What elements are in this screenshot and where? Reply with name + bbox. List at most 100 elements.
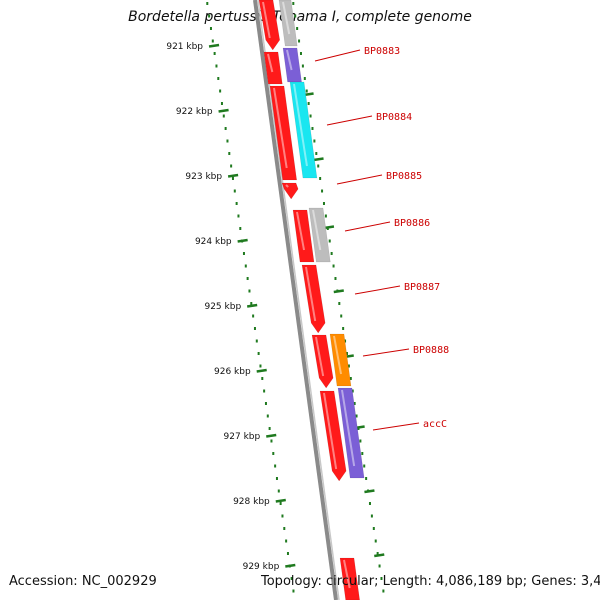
ring-dot <box>298 39 301 43</box>
ring-dot <box>368 502 371 505</box>
ring-dot <box>257 352 260 355</box>
ring-dot <box>255 339 258 343</box>
ring-dot <box>219 89 222 93</box>
ring-dot <box>317 164 320 168</box>
ring-dot <box>233 189 236 193</box>
ring-dot <box>349 377 352 380</box>
cds-feature-highlight <box>296 211 306 251</box>
ring-dot <box>355 414 358 418</box>
ring-dot <box>338 302 341 305</box>
map-title: Bordetella pertussis Tohama I, complete … <box>128 9 472 25</box>
ring-dot <box>324 214 327 218</box>
scale-ticks: 921 kbp 922 kbp 923 kbp 924 kbp 925 kbp 926 k… <box>166 42 385 572</box>
cds-feature-highlight <box>262 1 271 39</box>
purple-feature <box>282 47 302 83</box>
ring-dot <box>376 552 379 555</box>
gene-label: BP0884 <box>376 112 412 123</box>
ring-dot <box>347 364 350 368</box>
cds-feature <box>311 334 334 389</box>
ring-dot <box>361 452 364 455</box>
gray-feature-highlight <box>312 209 322 251</box>
scale-tick <box>285 563 296 568</box>
gray-feature-highlight <box>282 1 291 35</box>
gene-label-leader <box>336 174 383 185</box>
ring-dot <box>230 164 233 168</box>
ring-dot <box>285 539 288 543</box>
gene-features <box>258 0 365 600</box>
cds-feature <box>263 51 283 85</box>
ring-dot <box>286 552 289 555</box>
purple-feature-highlight <box>286 49 293 71</box>
outer-tick <box>364 489 375 494</box>
genome-backbone-shadow <box>257 0 340 600</box>
scale-tick <box>266 433 277 438</box>
scale-tick <box>237 238 248 243</box>
ring-dot <box>342 327 345 330</box>
ring-dot <box>279 502 282 505</box>
ring-dot <box>283 527 286 530</box>
ring-dot <box>313 139 316 143</box>
ring-dot <box>299 52 302 55</box>
ring-dot <box>359 439 362 443</box>
ring-dot <box>277 489 280 493</box>
ring-dot <box>378 564 381 568</box>
scale-tick <box>218 108 229 113</box>
ring-dot <box>303 77 306 80</box>
cds-feature <box>269 85 297 181</box>
cds-feature-highlight <box>343 559 351 589</box>
ring-dot <box>274 464 277 468</box>
cds-feature-highlight <box>267 53 274 73</box>
ring-dot <box>372 527 375 530</box>
accession-text: Accession: NC_002929 <box>9 574 157 589</box>
cds-feature-highlight <box>315 336 325 377</box>
gene-label: BP0883 <box>364 46 400 57</box>
ring-dot <box>321 189 324 193</box>
cds-feature-highlight <box>285 184 289 188</box>
genome-stats-text: Topology: circular; Length: 4,086,189 bp… <box>261 574 600 589</box>
scale-tick <box>256 368 267 373</box>
ring-dot <box>244 264 247 268</box>
gene-label: BP0887 <box>404 282 440 293</box>
ring-dot <box>296 27 299 30</box>
ring-dot <box>301 64 304 68</box>
ring-dot <box>353 402 356 405</box>
ring-dot <box>226 139 229 143</box>
gene-label-leader <box>326 115 373 126</box>
ring-dot <box>272 452 275 455</box>
gray-feature <box>278 0 298 47</box>
ring-dot <box>374 539 377 543</box>
orange-feature <box>329 333 352 387</box>
gray-feature <box>308 207 331 263</box>
scale-tick-label: 922 kbp <box>176 107 213 117</box>
ring-dot <box>345 352 348 355</box>
ring-dot <box>351 389 354 393</box>
ring-dot <box>261 377 264 380</box>
cyan-feature-highlight <box>293 83 308 167</box>
ring-dot <box>220 102 223 105</box>
ring-dot <box>294 14 297 18</box>
ring-dot <box>231 177 234 180</box>
scale-tick-label: 923 kbp <box>185 172 222 182</box>
cds-feature <box>258 0 281 51</box>
ring-dot <box>222 114 225 118</box>
ring-dot <box>363 464 366 468</box>
ring-dot <box>340 314 343 318</box>
ring-dot <box>237 214 240 218</box>
ring-dot <box>315 152 318 155</box>
gene-label-leader <box>362 348 410 357</box>
ring-dot <box>242 252 245 255</box>
ring-dot <box>266 414 269 418</box>
scale-tick-label: 921 kbp <box>166 42 203 52</box>
ring-dot <box>275 477 278 480</box>
scale-tick-label: 926 kbp <box>214 367 251 377</box>
gene-label-leader <box>354 285 401 295</box>
ring-dot <box>370 514 373 518</box>
ring-dot <box>259 364 262 368</box>
outer-tick <box>313 157 324 162</box>
ring-dot <box>344 339 347 343</box>
scale-tick <box>208 43 220 48</box>
ring-dot <box>311 127 314 130</box>
ring-dot <box>309 114 312 118</box>
gene-label: BP0886 <box>394 218 430 229</box>
